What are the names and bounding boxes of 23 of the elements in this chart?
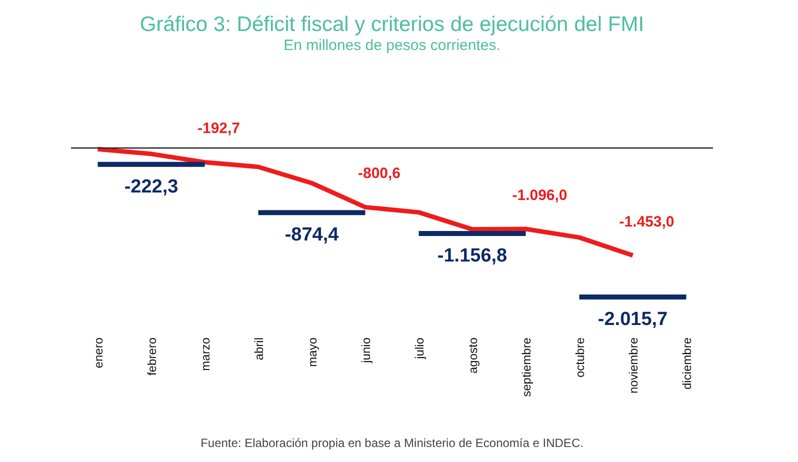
data-label: -192,7 <box>197 120 240 138</box>
data-label: -1.156,8 <box>437 246 508 267</box>
source-note: Fuente: Elaboración propia en base a Ministerio de Economía e INDEC. <box>200 436 584 450</box>
x-tick-label: noviembre <box>626 337 640 394</box>
x-tick-label: diciembre <box>680 337 694 390</box>
chart-title: Gráfico 3: Déficit fiscal y criterios de ejecución del FMI <box>140 13 644 36</box>
x-tick-label: febrero <box>144 337 159 376</box>
data-label: -1.096,0 <box>512 187 568 204</box>
x-tick-label: octubre <box>572 337 587 378</box>
data-label: -1.453,0 <box>619 213 674 230</box>
x-tick-label: mayo <box>305 337 320 367</box>
data-label: -2.015,7 <box>598 309 668 330</box>
x-tick-label: septiembre <box>519 337 534 397</box>
x-tick-label: julio <box>412 337 426 360</box>
x-tick-label: agosto <box>466 337 480 374</box>
x-tick-label: abril <box>252 338 266 360</box>
chart-subtitle: En millones de pesos corrientes. <box>284 37 500 54</box>
x-tick-label: junio <box>358 337 373 364</box>
x-tick-label: marzo <box>198 337 212 371</box>
data-label: -222,3 <box>124 176 178 198</box>
data-label: -874,4 <box>284 224 340 246</box>
data-label: -800,6 <box>358 165 401 182</box>
x-tick-label: enero <box>91 337 106 368</box>
